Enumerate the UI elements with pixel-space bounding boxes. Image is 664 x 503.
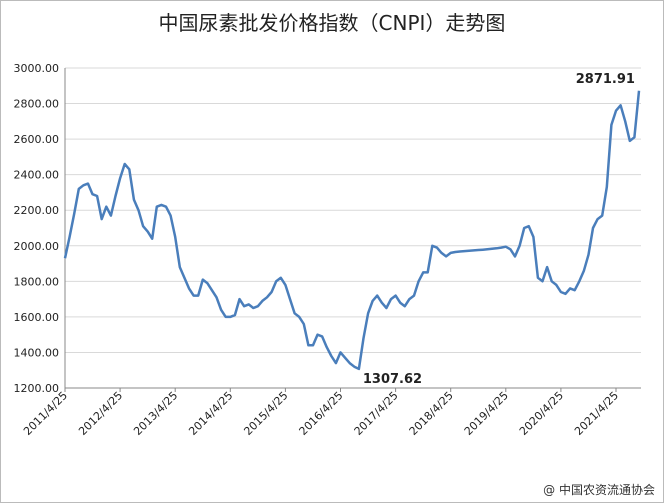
chart-title: 中国尿素批发价格指数（CNPI）走势图 [159, 11, 506, 35]
y-tick-label: 2600.00 [14, 133, 60, 146]
y-tick-label: 1600.00 [14, 311, 60, 324]
y-tick-label: 2800.00 [14, 98, 60, 111]
source: @ 中国农资流通协会 [543, 482, 655, 497]
y-tick-label: 1800.00 [14, 275, 60, 288]
y-tick-label: 3000.00 [14, 62, 60, 75]
y-tick-label: 1400.00 [14, 346, 60, 359]
data-label: 1307.62 [363, 372, 422, 387]
y-tick-label: 2400.00 [14, 169, 60, 182]
y-tick-label: 2200.00 [14, 204, 60, 217]
series-line [63, 90, 641, 371]
y-tick-label: 2000.00 [14, 240, 60, 253]
data-label: 2871.91 [576, 72, 635, 87]
y-tick-label: 1200.00 [14, 382, 60, 395]
